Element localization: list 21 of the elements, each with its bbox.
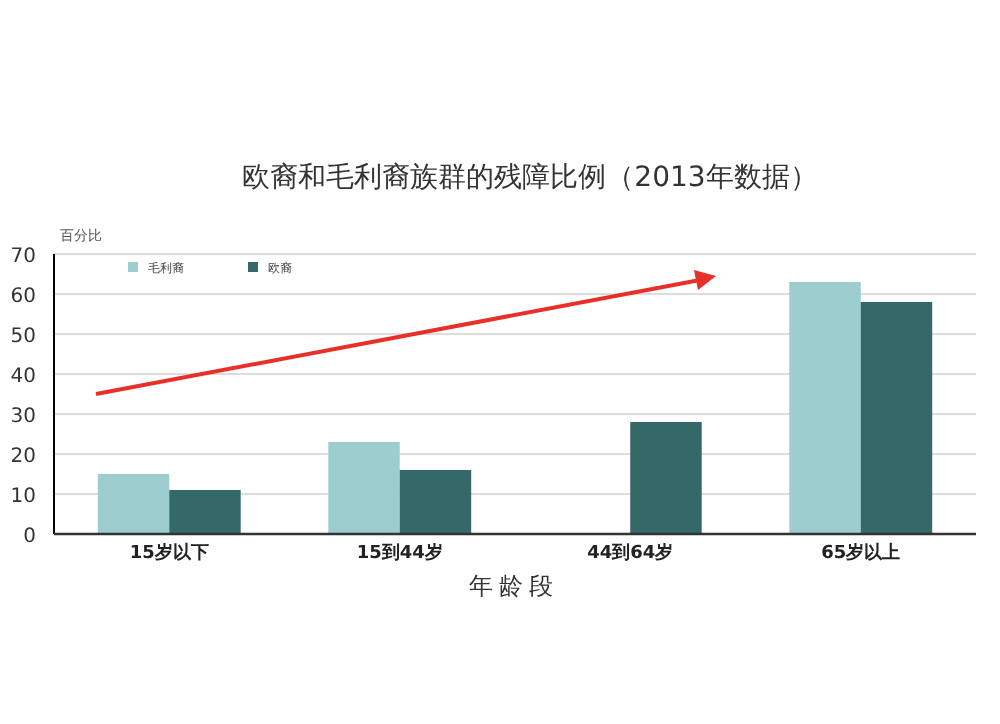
y-tick-label: 50 (10, 326, 36, 348)
y-tick-label: 20 (10, 446, 36, 468)
y-tick-label: 40 (10, 366, 36, 388)
x-tick-label: 15到44岁 (356, 542, 443, 564)
bar (399, 470, 472, 534)
y-tick-label: 60 (10, 286, 36, 308)
bar (97, 474, 170, 534)
bar (328, 442, 400, 534)
bar (169, 490, 241, 534)
bar (789, 282, 861, 534)
y-tick-label: 10 (10, 486, 36, 508)
x-tick-label: 15岁以下 (129, 542, 209, 564)
y-tick-label: 0 (23, 526, 36, 548)
x-axis-title: 年龄段 (469, 572, 559, 600)
x-tick-label: 65岁以上 (821, 542, 901, 564)
bar (860, 302, 933, 534)
chart-title: 欧裔和毛利裔族群的残障比例（2013年数据） (242, 162, 818, 194)
y-tick-label: 70 (10, 246, 36, 268)
y-tick-label: 30 (10, 406, 36, 428)
bar (630, 422, 702, 534)
x-tick-label: 44到64岁 (587, 542, 674, 564)
